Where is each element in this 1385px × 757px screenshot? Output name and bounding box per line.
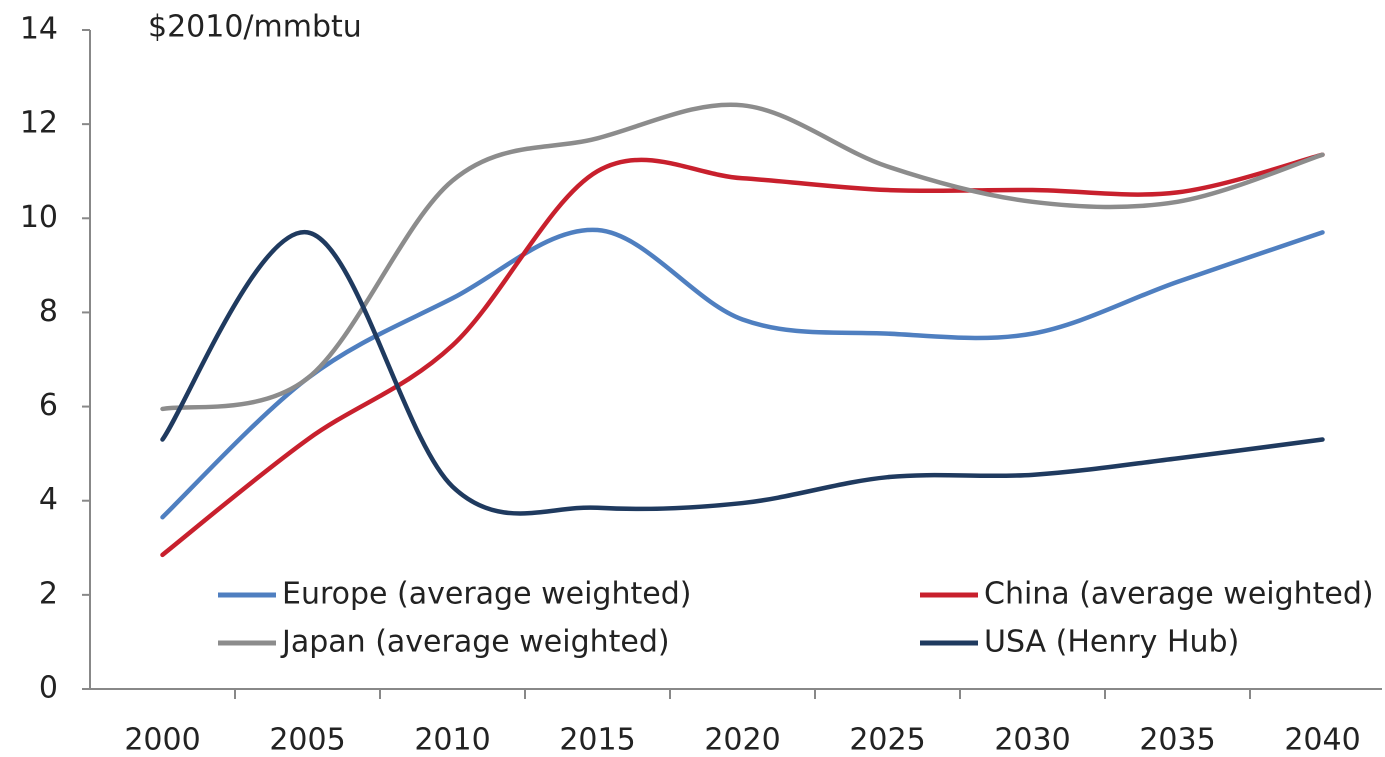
legend-label: Japan (average weighted) <box>280 625 670 660</box>
y-tick-label: 4 <box>39 482 58 517</box>
legend-label: USA (Henry Hub) <box>984 625 1239 660</box>
series-line <box>160 152 1325 558</box>
y-tick-label: 2 <box>39 576 58 611</box>
y-tick-label: 10 <box>20 200 58 235</box>
x-tick-label: 2040 <box>1284 723 1360 757</box>
y-tick-label: 12 <box>20 106 58 141</box>
x-tick-label: 2015 <box>559 723 635 757</box>
x-tick-label: 2030 <box>994 723 1070 757</box>
x-tick-label: 2025 <box>849 723 925 757</box>
series-line <box>160 102 1325 412</box>
x-tick-label: 2020 <box>704 723 780 757</box>
series-line <box>160 227 1325 520</box>
legend-label: Europe (average weighted) <box>282 577 691 612</box>
x-tick-label: 2005 <box>269 723 345 757</box>
y-tick-label: 8 <box>39 294 58 329</box>
y-tick-label: 14 <box>20 12 58 47</box>
y-axis-label: $2010/mmbtu <box>148 10 362 45</box>
series-line <box>160 230 1325 516</box>
y-tick-label: 6 <box>39 388 58 423</box>
legend-label: China (average weighted) <box>984 577 1374 612</box>
y-tick-label: 0 <box>39 671 58 706</box>
x-tick-label: 2035 <box>1139 723 1215 757</box>
x-tick-label: 2010 <box>414 723 490 757</box>
x-tick-label: 2000 <box>124 723 200 757</box>
